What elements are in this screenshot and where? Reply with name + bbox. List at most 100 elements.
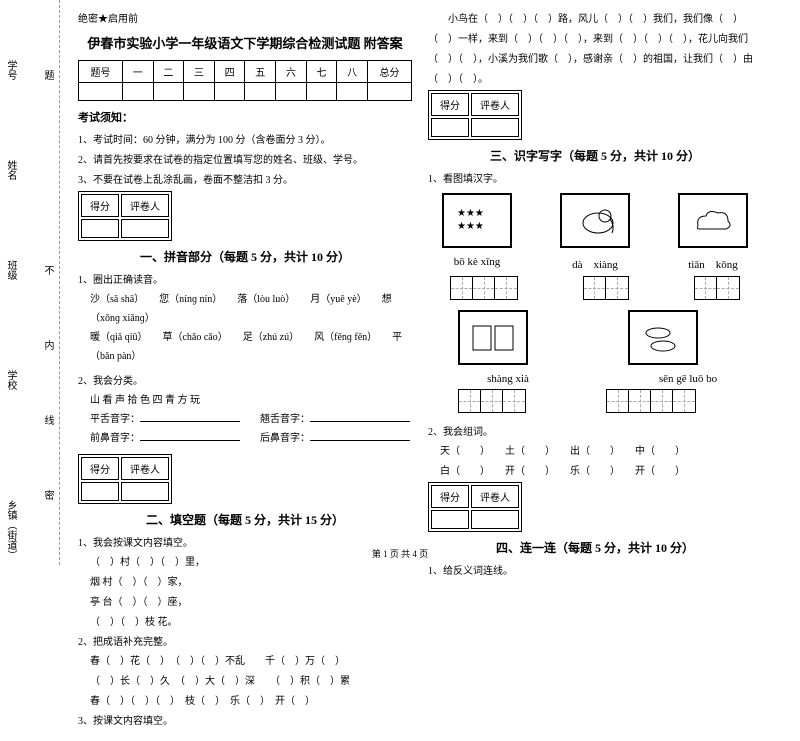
blank-line <box>310 412 410 422</box>
score-box: 得分 评卷人 <box>78 454 172 504</box>
notice-item: 3、不要在试卷上乱涂乱画，卷面不整洁扣 3 分。 <box>78 171 412 186</box>
char-list: 山 看 声 拾 色 四 青 方 玩 <box>90 391 412 410</box>
q2-1-content: （ ）村（ ）（ ）里， 烟 村（ ）（ ）家， 亭 台（ ）（ ）座， （ ）… <box>78 553 412 633</box>
binding-label: 班级 <box>3 260 18 280</box>
question-2-2: 2、把成语补充完整。 <box>78 633 412 648</box>
section-1-title: 一、拼音部分（每题 5 分，共计 10 分） <box>78 248 412 265</box>
image-row-1: ★★★ ★★★ <box>428 193 762 248</box>
sound-label: 翘舌音字： <box>260 414 310 425</box>
char-grid <box>606 389 696 413</box>
score-box: 得分 评卷人 <box>428 482 522 532</box>
score-header: 二 <box>153 61 184 83</box>
grader-cell: 评卷人 <box>121 457 169 480</box>
char-grid <box>694 276 740 300</box>
notice-title: 考试须知： <box>78 109 412 125</box>
q2-2-content: 春（ ）花（ ） （ ）（ ）不乱 千（ ）万（ ） （ ）长（ ）久 （ ）大… <box>78 652 412 712</box>
fill-line: 白（ ） 开（ ） 乐（ ） 开（ ） <box>440 462 762 482</box>
score-header: 八 <box>337 61 368 83</box>
grader-cell: 评卷人 <box>471 485 519 508</box>
sound-label: 前鼻音字： <box>90 433 140 444</box>
char-grid <box>583 276 629 300</box>
question-1-2: 2、我会分类。 <box>78 372 412 387</box>
score-box: 得分 评卷人 <box>428 90 522 140</box>
pinyin-text: sēn gē luō bo <box>643 373 733 385</box>
score-cell: 得分 <box>431 485 469 508</box>
binding-label: 姓名 <box>3 160 18 180</box>
score-header: 七 <box>306 61 337 83</box>
section-3-title: 三、识字写字（每题 5 分，共计 10 分） <box>428 147 762 164</box>
score-header: 一 <box>122 61 153 83</box>
fill-line: 春（ ）（ ）（ ） 枝（ ） 乐（ ） 开（ ） <box>90 692 412 712</box>
exam-title: 伊春市实验小学一年级语文下学期综合检测试题 附答案 <box>78 33 412 52</box>
grader-cell: 评卷人 <box>121 194 169 217</box>
secret-label: 绝密★启用前 <box>78 10 412 25</box>
char-grid <box>450 276 518 300</box>
notice-item: 1、考试时间：60 分钟，满分为 100 分（含卷面分 3 分）。 <box>78 131 412 146</box>
score-header: 五 <box>245 61 276 83</box>
q3-2-content: 天（ ） 土（ ） 出（ ） 中（ ） 白（ ） 开（ ） 乐（ ） 开（ ） <box>428 442 762 482</box>
blank-line <box>140 431 240 441</box>
score-header: 六 <box>276 61 307 83</box>
score-header: 四 <box>214 61 245 83</box>
stars-image: ★★★ ★★★ <box>442 193 512 248</box>
q2-content: 山 看 声 拾 色 四 青 方 玩 平舌音字： 翘舌音字： 前鼻音字： 后鼻音字… <box>78 391 412 448</box>
seal-char: 不 <box>40 265 55 275</box>
q1-content: 沙（sā shā） 您（nínɡ nín） 落（lòu luò） 月（yuē y… <box>78 290 412 366</box>
char-grid-row-2 <box>428 389 762 413</box>
image-row-2 <box>428 310 762 365</box>
blank-line <box>140 412 240 422</box>
seal-char: 线 <box>40 415 55 425</box>
score-header: 三 <box>184 61 215 83</box>
fill-line: 春（ ）花（ ） （ ）（ ）不乱 千（ ）万（ ） <box>90 652 412 672</box>
fill-line: 亭 台（ ）（ ）座， <box>90 593 412 613</box>
pinyin-text: shàng xià <box>463 373 553 385</box>
score-box: 得分 评卷人 <box>78 191 172 241</box>
grader-cell: 评卷人 <box>471 93 519 116</box>
pinyin-text: tiān kōng <box>668 256 758 272</box>
binding-label: 学号 <box>3 60 18 80</box>
binding-label: 学校 <box>3 370 18 390</box>
cloud-image <box>678 193 748 248</box>
seal-char: 内 <box>40 340 55 350</box>
score-header: 题号 <box>79 61 123 83</box>
pinyin-line: 暖（qiǎ qiū） 草（chǎo cǎo） 足（zhú zú） 风（fēnɡ … <box>90 328 412 366</box>
blank-line <box>310 431 410 441</box>
question-2-3: 3、按课文内容填空。 <box>78 712 412 727</box>
char-grid <box>458 389 526 413</box>
seal-char: 密 <box>40 490 55 500</box>
pinyin-line: 沙（sā shā） 您（nínɡ nín） 落（lòu luò） 月（yuē y… <box>90 290 412 328</box>
notice-item: 2、请首先按要求在试卷的指定位置填写您的姓名、班级、学号。 <box>78 151 412 166</box>
question-3-1: 1、看图填汉字。 <box>428 170 762 185</box>
svg-text:★★★: ★★★ <box>457 208 484 219</box>
pinyin-text: dà xiàng <box>550 256 640 272</box>
right-column: 小鸟在（ ）（ ）（ ）路，风儿（ ）（ ）我们，我们像（ ）（ ）一样，来到（… <box>420 0 770 741</box>
fill-line: （ ）（ ）枝 花。 <box>90 613 412 633</box>
elephant-image <box>560 193 630 248</box>
svg-text:★★★: ★★★ <box>457 221 484 232</box>
question-4-1: 1、给反义词连线。 <box>428 562 762 577</box>
fill-line: 天（ ） 土（ ） 出（ ） 中（ ） <box>440 442 762 462</box>
page-content: 绝密★启用前 伊春市实验小学一年级语文下学期综合检测试题 附答案 题号 一 二 … <box>0 0 800 741</box>
score-header: 总分 <box>367 61 411 83</box>
page-footer: 第 1 页 共 4 页 <box>0 547 800 560</box>
seal-char: 题 <box>40 70 55 80</box>
fish-image <box>628 310 698 365</box>
score-cell: 得分 <box>431 93 469 116</box>
sound-label: 平舌音字： <box>90 414 140 425</box>
score-table: 题号 一 二 三 四 五 六 七 八 总分 <box>78 60 412 101</box>
binding-margin: 乡镇（街道） 学校 班级 姓名 学号 密 线 内 不 题 <box>0 0 60 565</box>
question-1-1: 1、圈出正确读音。 <box>78 271 412 286</box>
top-fill-text: 小鸟在（ ）（ ）（ ）路，风儿（ ）（ ）我们，我们像（ ）（ ）一样，来到（… <box>428 10 762 90</box>
pinyin-text: bō kè xīng <box>432 256 522 272</box>
fill-line: （ ）长（ ）久 （ ）大（ ）深 （ ）积（ ）累 <box>90 672 412 692</box>
fill-line: 烟 村（ ）（ ）家， <box>90 573 412 593</box>
items-image <box>458 310 528 365</box>
pinyin-row-1: bō kè xīng dà xiàng tiān kōng <box>428 256 762 272</box>
pinyin-row-2: shàng xià sēn gē luō bo <box>428 373 762 385</box>
score-cell: 得分 <box>81 457 119 480</box>
left-column: 绝密★启用前 伊春市实验小学一年级语文下学期综合检测试题 附答案 题号 一 二 … <box>70 0 420 741</box>
question-3-2: 2、我会组词。 <box>428 423 762 438</box>
sound-label: 后鼻音字： <box>260 433 310 444</box>
section-2-title: 二、填空题（每题 5 分，共计 15 分） <box>78 511 412 528</box>
char-grid-row-1 <box>428 276 762 300</box>
